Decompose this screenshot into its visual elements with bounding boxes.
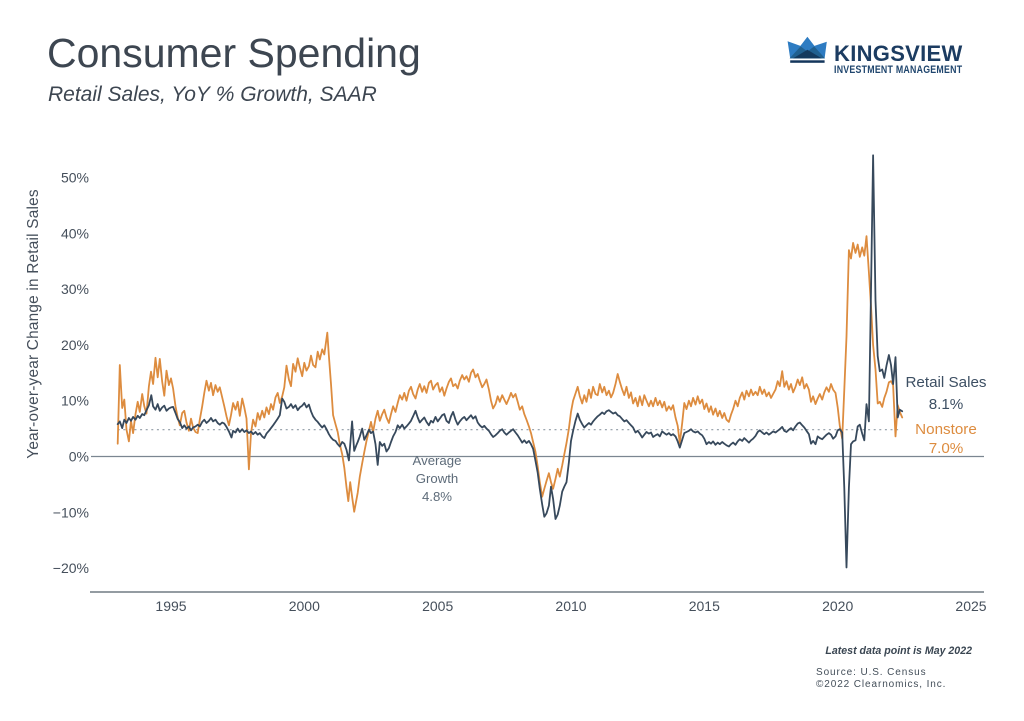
- svg-text:8.1%: 8.1%: [929, 396, 964, 413]
- svg-text:7.0%: 7.0%: [929, 440, 964, 457]
- svg-text:4.8%: 4.8%: [422, 489, 452, 504]
- svg-text:20%: 20%: [61, 337, 89, 353]
- svg-text:2000: 2000: [289, 598, 320, 614]
- svg-text:Average: Average: [413, 453, 462, 468]
- svg-text:−10%: −10%: [53, 504, 89, 520]
- svg-text:30%: 30%: [61, 281, 89, 297]
- svg-text:2010: 2010: [555, 598, 586, 614]
- svg-text:1995: 1995: [155, 598, 186, 614]
- svg-text:2005: 2005: [422, 598, 453, 614]
- svg-text:Nonstore: Nonstore: [915, 421, 977, 438]
- svg-text:50%: 50%: [61, 170, 89, 186]
- svg-text:2025: 2025: [955, 598, 986, 614]
- svg-text:40%: 40%: [61, 225, 89, 241]
- svg-text:Growth: Growth: [416, 471, 459, 486]
- svg-text:Retail Sales: Retail Sales: [905, 374, 986, 391]
- svg-text:2020: 2020: [822, 598, 853, 614]
- svg-text:10%: 10%: [61, 393, 89, 409]
- svg-text:Year-over-year Change in Retai: Year-over-year Change in Retail Sales: [25, 189, 42, 459]
- svg-text:0%: 0%: [69, 449, 89, 465]
- svg-text:−20%: −20%: [53, 560, 89, 576]
- svg-text:2015: 2015: [689, 598, 720, 614]
